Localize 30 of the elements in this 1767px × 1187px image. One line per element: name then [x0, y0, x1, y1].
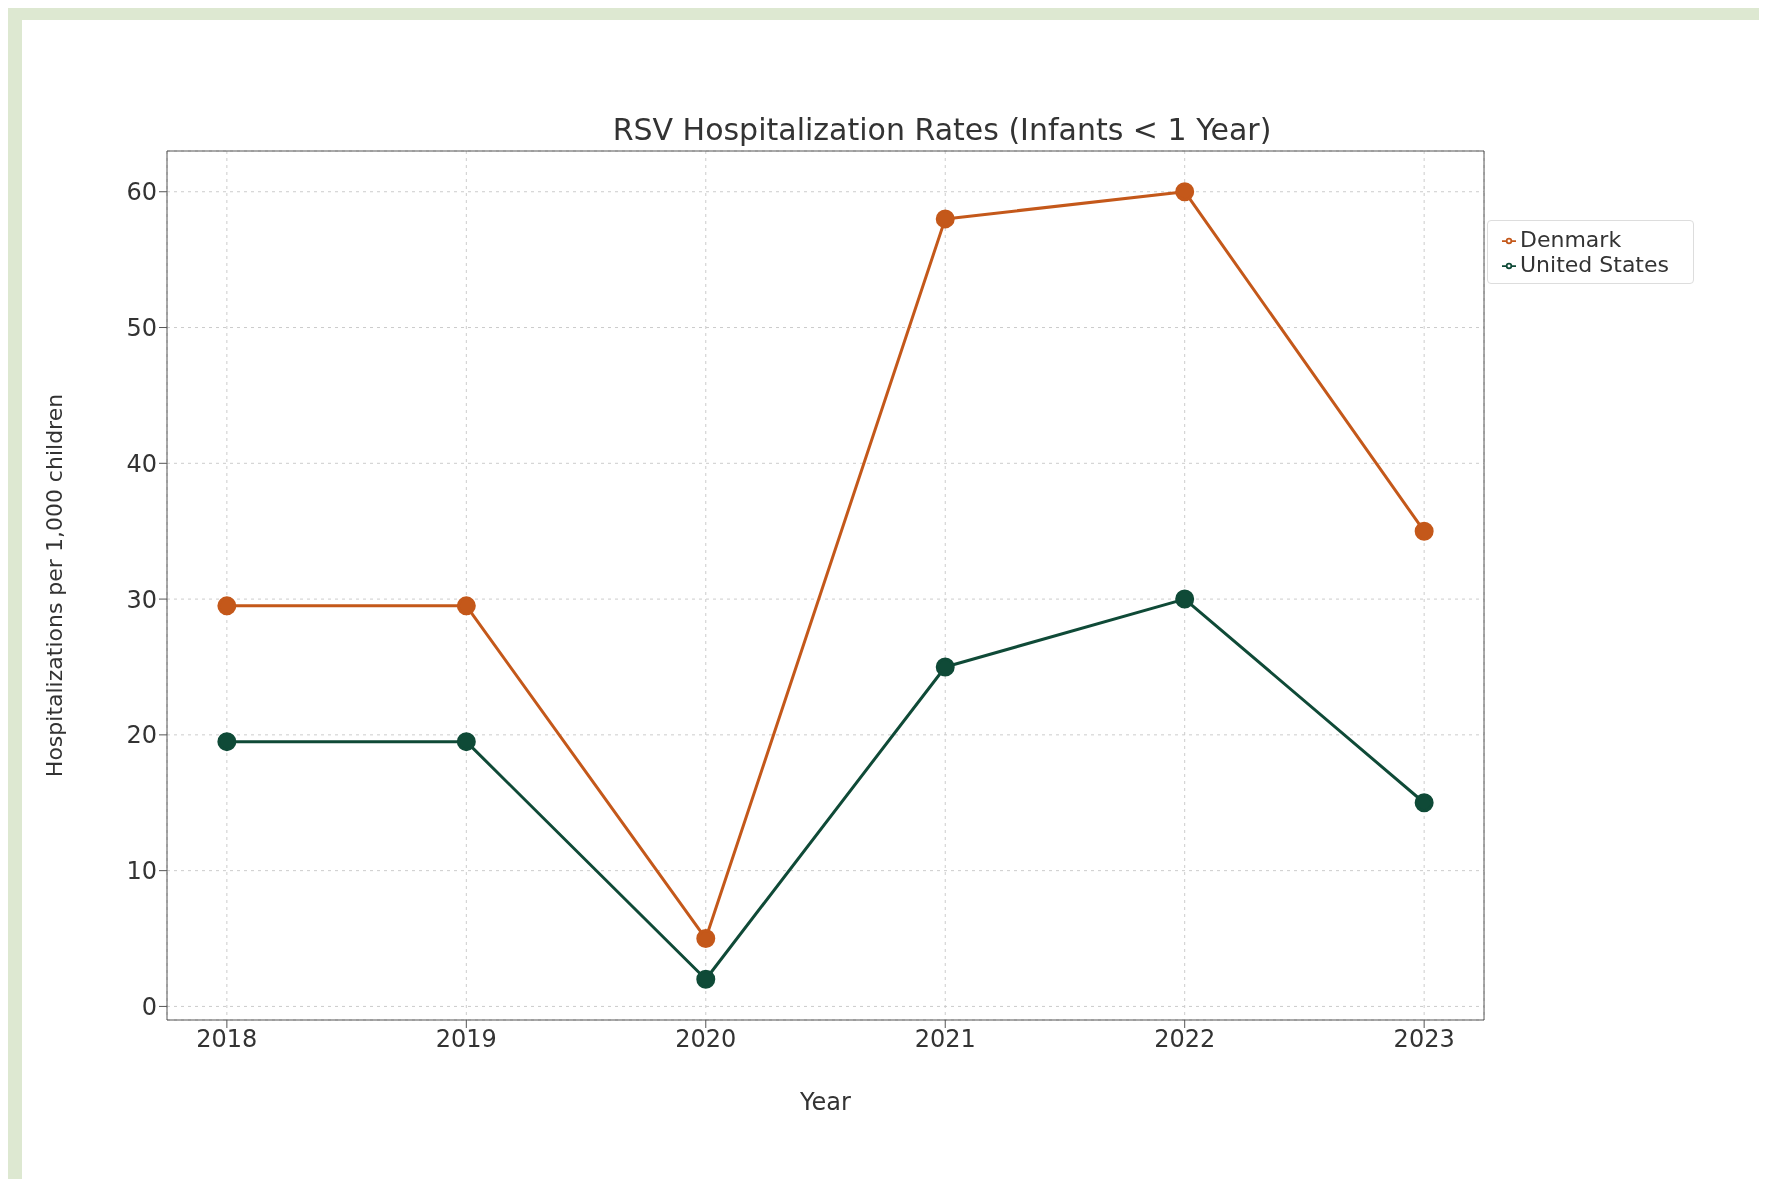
point	[696, 929, 716, 949]
x-tick-label: 2018	[196, 1025, 258, 1054]
y-tick-label: 30	[126, 585, 157, 614]
point	[456, 596, 476, 616]
x-tick-label: 2020	[675, 1025, 737, 1054]
point	[217, 732, 237, 752]
legend-label: Denmark	[1520, 227, 1622, 252]
point	[696, 969, 716, 989]
y-tick-label: 60	[126, 178, 157, 207]
y-tick-label: 20	[126, 721, 157, 750]
x-axis-title: Year	[799, 1088, 852, 1116]
legend-label: United States	[1520, 252, 1669, 277]
point	[1414, 793, 1434, 813]
y-tick-label: 0	[141, 992, 157, 1021]
chart-title: RSV Hospitalization Rates (Infants < 1 Year)	[611, 112, 1273, 147]
y-axis-title: Hospitalizations per 1,000 children	[41, 393, 67, 778]
x-tick-label: 2019	[435, 1025, 497, 1054]
x-tick-label: 2022	[1154, 1025, 1216, 1054]
point	[935, 209, 955, 229]
point	[1175, 182, 1195, 202]
point	[1414, 521, 1434, 541]
point	[1175, 589, 1195, 609]
y-tick-label: 50	[126, 314, 157, 343]
point	[935, 657, 955, 677]
y-tick-label: 40	[126, 449, 157, 478]
x-tick-label: 2023	[1393, 1025, 1455, 1054]
point	[217, 596, 237, 616]
x-tick-label: 2021	[914, 1025, 976, 1054]
point	[456, 732, 476, 752]
y-tick-label: 10	[126, 857, 157, 886]
